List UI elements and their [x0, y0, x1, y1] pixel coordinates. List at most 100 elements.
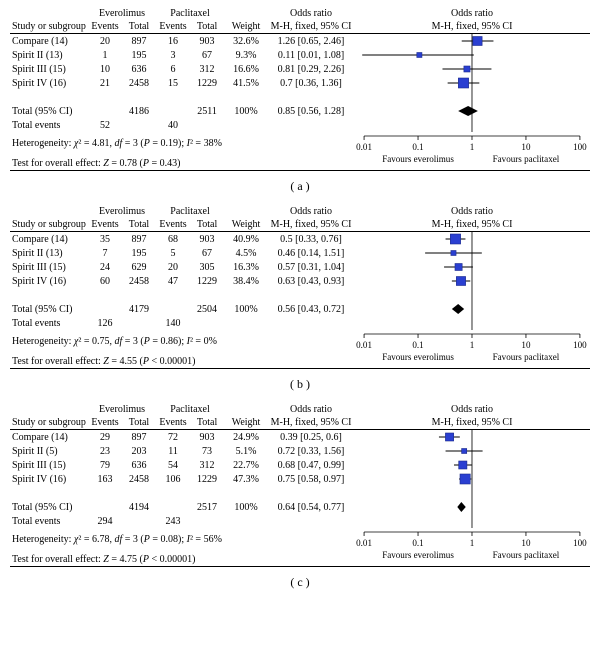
svg-text:0.1: 0.1	[412, 538, 423, 548]
pa-events: 6	[156, 62, 190, 76]
total-ci-label: Total (95% CI)	[10, 302, 88, 316]
pa-total: 1229	[190, 472, 224, 486]
ev-total: 2458	[122, 472, 156, 486]
svg-text:10: 10	[521, 142, 531, 152]
svg-text:10: 10	[521, 340, 531, 350]
study-row: Compare (14)208971690332.6%1.26 [0.65, 2…	[10, 34, 590, 49]
forest-marker-cell	[354, 458, 590, 472]
heterogeneity-text: Heterogeneity: χ² = 4.81, df = 3 (P = 0.…	[10, 132, 354, 151]
bottom-separator	[10, 567, 590, 568]
col-ev-events: Events	[88, 219, 122, 232]
subfigure-label-c: ( c )	[10, 575, 590, 590]
svg-text:1: 1	[470, 142, 475, 152]
or-text: 0.11 [0.01, 1.08]	[268, 48, 354, 62]
pa-total: 903	[190, 232, 224, 247]
ev-events: 24	[88, 260, 122, 274]
forest-table: EverolimusPaclitaxelOdds ratioOdds ratio…	[10, 404, 590, 567]
weight: 41.5%	[224, 76, 268, 90]
col-everolimus: Everolimus	[88, 206, 156, 219]
header-row-1: EverolimusPaclitaxelOdds ratioOdds ratio	[10, 8, 590, 21]
ev-events: 21	[88, 76, 122, 90]
forest-marker-cell	[354, 274, 590, 288]
pa-total: 1229	[190, 274, 224, 288]
pa-events: 11	[156, 444, 190, 458]
total-events-label: Total events	[10, 118, 88, 132]
col-paclitaxel: Paclitaxel	[156, 8, 224, 21]
forest-marker-cell	[354, 232, 590, 247]
total-row: Total (95% CI)41792504100%0.56 [0.43, 0.…	[10, 302, 590, 316]
col-pa-total: Total	[190, 219, 224, 232]
col-or-sub-right: M-H, fixed, 95% CI	[354, 417, 590, 430]
total-pa-total: 2517	[190, 500, 224, 514]
svg-text:Favours everolimus: Favours everolimus	[382, 352, 454, 362]
total-ci-label: Total (95% CI)	[10, 500, 88, 514]
forest-diamond-cell	[354, 500, 590, 514]
pa-total: 305	[190, 260, 224, 274]
forest-gap-cell	[354, 288, 590, 302]
svg-text:1: 1	[470, 538, 475, 548]
total-ev-total: 4194	[122, 500, 156, 514]
header-row-2: Study or subgroupEventsTotalEventsTotalW…	[10, 21, 590, 34]
col-or-right: Odds ratio	[354, 8, 590, 21]
svg-text:0.01: 0.01	[356, 142, 372, 152]
weight: 16.6%	[224, 62, 268, 76]
weight: 16.3%	[224, 260, 268, 274]
weight: 40.9%	[224, 232, 268, 247]
pa-total: 312	[190, 458, 224, 472]
or-text: 0.81 [0.29, 2.26]	[268, 62, 354, 76]
col-pa-total: Total	[190, 21, 224, 34]
forest-gap-cell	[354, 486, 590, 500]
study-row: Spirit IV (16)21245815122941.5%0.7 [0.36…	[10, 76, 590, 90]
study-row: Spirit III (15)10636631216.6%0.81 [0.29,…	[10, 62, 590, 76]
study-name: Spirit II (13)	[10, 48, 88, 62]
forest-axis-cell: 0.010.1110100Favours everolimusFavours p…	[354, 330, 590, 369]
weight: 47.3%	[224, 472, 268, 486]
svg-text:Favours paclitaxel: Favours paclitaxel	[493, 352, 560, 362]
col-or-sub: M-H, fixed, 95% CI	[268, 21, 354, 34]
forest-marker-cell	[354, 430, 590, 445]
ev-total: 897	[122, 232, 156, 247]
weight: 32.6%	[224, 34, 268, 49]
weight: 24.9%	[224, 430, 268, 445]
heterogeneity-row: Heterogeneity: χ² = 6.78, df = 3 (P = 0.…	[10, 528, 590, 547]
header-row-1: EverolimusPaclitaxelOdds ratioOdds ratio	[10, 206, 590, 219]
col-study: Study or subgroup	[10, 219, 88, 232]
ev-total: 195	[122, 246, 156, 260]
col-paclitaxel: Paclitaxel	[156, 206, 224, 219]
ev-total: 897	[122, 34, 156, 49]
total-ev-events: 294	[88, 514, 122, 528]
header-row-2: Study or subgroupEventsTotalEventsTotalW…	[10, 219, 590, 232]
ev-total: 897	[122, 430, 156, 445]
pa-total: 73	[190, 444, 224, 458]
svg-text:0.01: 0.01	[356, 538, 372, 548]
or-text: 0.7 [0.36, 1.36]	[268, 76, 354, 90]
weight: 5.1%	[224, 444, 268, 458]
study-name: Spirit IV (16)	[10, 274, 88, 288]
overall-text: Test for overall effect: Z = 4.55 (P < 0…	[10, 349, 354, 369]
study-row: Spirit IV (16)1632458106122947.3%0.75 [0…	[10, 472, 590, 486]
total-ev-total: 4179	[122, 302, 156, 316]
study-name: Compare (14)	[10, 430, 88, 445]
forest-table: EverolimusPaclitaxelOdds ratioOdds ratio…	[10, 206, 590, 369]
or-text: 0.5 [0.33, 0.76]	[268, 232, 354, 247]
svg-text:100: 100	[573, 340, 587, 350]
total-events-row: Total events5240	[10, 118, 590, 132]
or-text: 0.39 [0.25, 0.6]	[268, 430, 354, 445]
study-name: Spirit II (5)	[10, 444, 88, 458]
study-row: Spirit IV (16)60245847122938.4%0.63 [0.4…	[10, 274, 590, 288]
forest-axis-cell: 0.010.1110100Favours everolimusFavours p…	[354, 132, 590, 171]
col-ev-total: Total	[122, 21, 156, 34]
forest-marker-cell	[354, 76, 590, 90]
forest-blank-cell	[354, 514, 590, 528]
total-ev-total: 4186	[122, 104, 156, 118]
forest-marker-cell	[354, 48, 590, 62]
total-or-text: 0.56 [0.43, 0.72]	[268, 302, 354, 316]
col-ev-total: Total	[122, 417, 156, 430]
col-or: Odds ratio	[268, 404, 354, 417]
heterogeneity-row: Heterogeneity: χ² = 0.75, df = 3 (P = 0.…	[10, 330, 590, 349]
forest-diamond-cell	[354, 104, 590, 118]
ev-events: 29	[88, 430, 122, 445]
total-weight: 100%	[224, 500, 268, 514]
total-events-label: Total events	[10, 316, 88, 330]
svg-text:100: 100	[573, 142, 587, 152]
